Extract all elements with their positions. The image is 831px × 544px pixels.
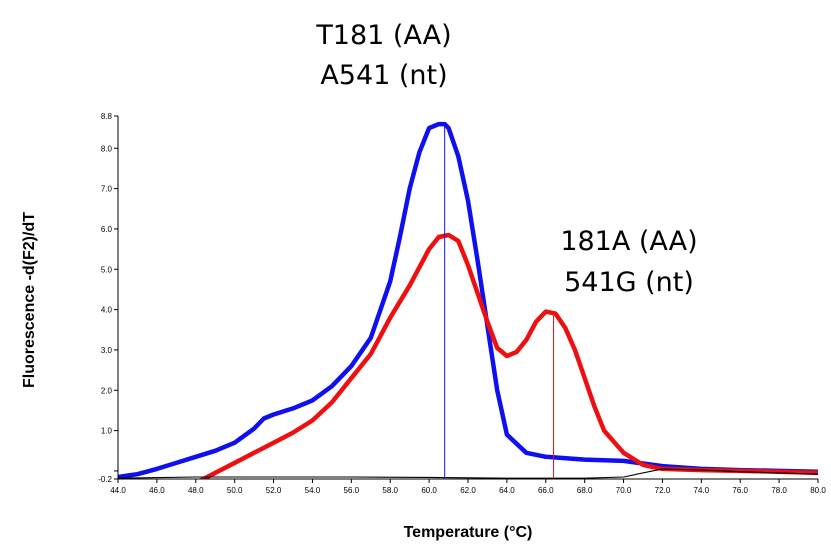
x-tick-label: 46.0 <box>149 486 165 495</box>
peak-markers <box>444 124 555 479</box>
x-tick-label: 70.0 <box>616 486 632 495</box>
x-tick-label: 58.0 <box>382 486 398 495</box>
x-tick-label: 54.0 <box>305 486 321 495</box>
y-axis-ticks: -0.2 1.0 2.0 3.0 4.0 5.0 6.0 7.0 8.0 8.8 <box>98 112 118 484</box>
y-tick-label: -0.2 <box>98 475 112 484</box>
y-axis-title: Fluorescence -d(F2)/dT <box>21 212 38 388</box>
annotation-peak-1-line-1: T181 (AA) <box>315 20 451 51</box>
x-tick-label: 62.0 <box>460 486 476 495</box>
x-tick-label: 76.0 <box>732 486 748 495</box>
annotation-peak-1: T181 (AA) A541 (nt) <box>315 20 451 91</box>
x-axis-title: Temperature (°C) <box>404 524 533 541</box>
x-tick-label: 68.0 <box>577 486 593 495</box>
x-tick-label: 50.0 <box>227 486 243 495</box>
x-tick-label: 64.0 <box>499 486 515 495</box>
series-line-3 <box>118 468 818 479</box>
y-tick-label: 6.0 <box>101 225 113 234</box>
annotation-peak-2: 181A (AA) 541G (nt) <box>560 226 697 298</box>
y-tick-label: 1.0 <box>101 427 113 436</box>
x-tick-label: 44.0 <box>110 486 126 495</box>
y-tick-label: 5.0 <box>101 265 113 274</box>
plot-lines <box>118 121 818 479</box>
annotation-peak-2-line-1: 181A (AA) <box>560 226 697 257</box>
y-tick-label: 8.8 <box>101 112 113 121</box>
x-tick-label: 48.0 <box>188 486 204 495</box>
y-tick-label: 8.0 <box>101 144 113 153</box>
x-tick-label: 78.0 <box>771 486 787 495</box>
annotation-peak-1-line-2: A541 (nt) <box>320 60 447 91</box>
x-tick-label: 56.0 <box>344 486 360 495</box>
x-tick-label: 80.0 <box>810 486 826 495</box>
y-tick-label: 2.0 <box>101 386 113 395</box>
y-tick-label: 4.0 <box>101 306 113 315</box>
x-axis-ticks: 44.0 46.0 48.0 50.0 52.0 54.0 56.0 58.0 60.0 62.0… <box>110 479 826 495</box>
series-line-1 <box>118 121 818 479</box>
x-tick-label: 60.0 <box>421 486 437 495</box>
axes <box>117 116 818 480</box>
x-tick-label: 52.0 <box>266 486 282 495</box>
x-tick-label: 74.0 <box>694 486 710 495</box>
series-line-2 <box>198 232 818 479</box>
y-tick-label: 3.0 <box>101 346 113 355</box>
annotation-peak-2-line-2: 541G (nt) <box>564 267 694 298</box>
y-tick-label: 7.0 <box>101 185 113 194</box>
x-tick-label: 72.0 <box>655 486 671 495</box>
x-tick-label: 66.0 <box>538 486 554 495</box>
